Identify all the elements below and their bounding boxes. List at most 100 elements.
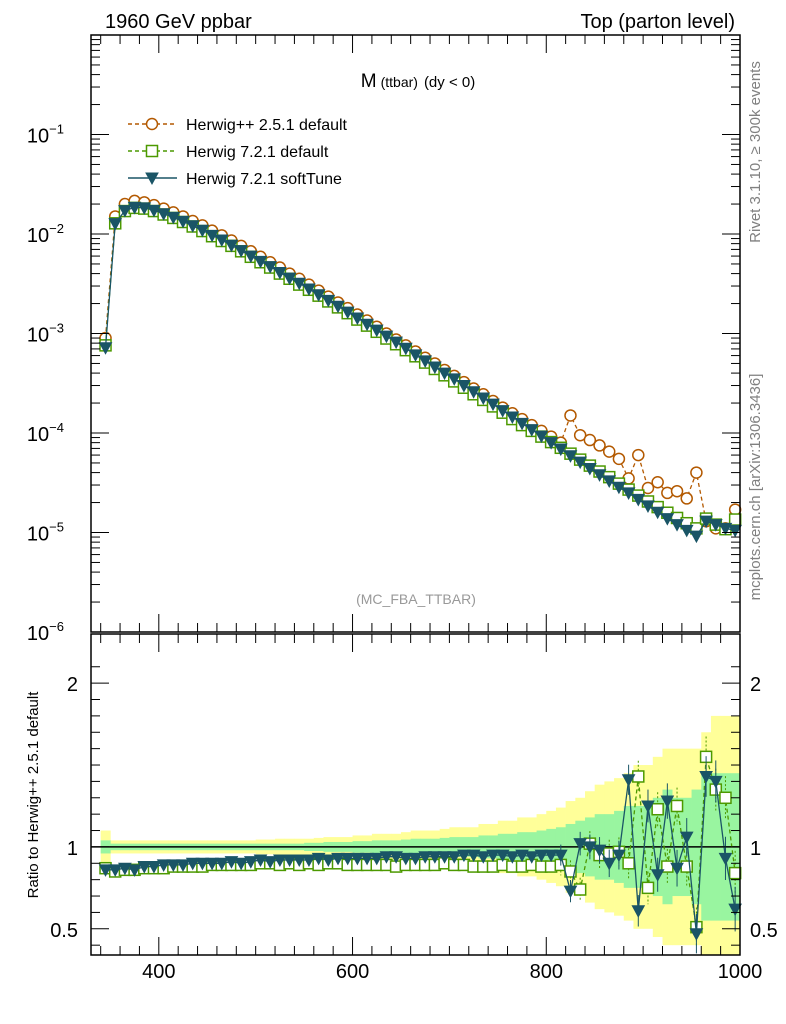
point-h7soft: [166, 211, 181, 225]
point-h7soft: [243, 250, 258, 264]
ratio-point-h7soft: [728, 903, 742, 917]
main-frame: [90, 34, 741, 633]
ratio-point-h7soft: [398, 852, 413, 866]
point-h7soft: [457, 380, 471, 393]
ratio-point-h7soft: [205, 857, 219, 871]
series-line-h7soft: [104, 206, 736, 537]
y-tick-label: 10−5: [27, 520, 64, 546]
point-h7soft: [476, 392, 491, 406]
ratio-point-h7soft: [573, 838, 588, 851]
point-h7soft: [563, 450, 578, 463]
point-h7soft: [224, 239, 239, 253]
ratio-y-tick-label-right: 0.5: [750, 920, 778, 942]
ratio-y-tick-label-right: 1: [750, 838, 761, 860]
ratio-point-h7soft: [418, 851, 433, 864]
point-h7soft: [98, 342, 113, 355]
title-main: M: [361, 71, 377, 92]
ratio-ticks: 2 2 1 1 0.5 0.5 400 600 800 1000: [50, 634, 778, 983]
point-h7soft: [118, 205, 132, 218]
ratio-point-h7soft: [282, 854, 297, 868]
point-herwigpp: [690, 466, 703, 479]
point-h7soft: [524, 424, 539, 437]
point-h7soft: [156, 208, 171, 221]
ratio-point-h7soft: [369, 852, 384, 866]
legend-label: Herwig 7.2.1 softTune: [186, 171, 342, 188]
point-h7soft: [718, 522, 733, 536]
ratio-point-h7soft: [553, 849, 568, 863]
point-h7soft: [515, 417, 529, 431]
ratio-point-h7default: [632, 770, 645, 783]
x-tick-label: 600: [336, 961, 369, 983]
point-h7soft: [602, 475, 617, 488]
ratio-point-h7default: [719, 791, 732, 805]
title-sub: (ttbar): [381, 74, 418, 90]
ratio-point-h7soft: [612, 849, 626, 863]
point-herwigpp: [651, 475, 664, 489]
x-tick-label: 800: [530, 961, 563, 983]
ratio-point-h7soft: [466, 849, 481, 863]
point-h7soft: [447, 373, 462, 386]
ratio-point-h7soft: [331, 852, 345, 866]
ratio-point-h7soft: [224, 856, 239, 869]
legend-label: Herwig 7.2.1 default: [186, 144, 329, 161]
y-tick-label: 10−2: [27, 221, 64, 247]
ratio-point-h7soft: [273, 854, 287, 868]
main-ticks: 10−1 10−2 10−3 10−4 10−5 10−6: [27, 35, 741, 645]
point-h7soft: [583, 462, 597, 476]
ratio-point-h7soft: [699, 770, 713, 784]
point-herwigpp: [641, 481, 655, 495]
ratio-point-h7soft: [592, 844, 607, 858]
ratio-point-h7soft: [214, 857, 229, 871]
ratio-point-h7soft: [534, 849, 549, 863]
point-h7soft: [708, 519, 723, 532]
point-h7soft: [505, 411, 520, 424]
point-h7soft: [650, 506, 665, 520]
process-label: Top (parton level): [580, 11, 735, 33]
ratio-series: [98, 736, 742, 954]
ratio-y-tick-label: 2: [67, 674, 78, 696]
ratio-point-h7soft: [447, 851, 462, 864]
ratio-point-h7default: [641, 881, 655, 895]
point-h7soft: [689, 530, 704, 544]
point-h7soft: [137, 202, 152, 215]
ratio-point-h7soft: [234, 857, 248, 871]
point-herwigpp: [680, 492, 693, 505]
point-h7soft: [631, 493, 646, 507]
point-herwigpp: [564, 409, 577, 422]
ratio-point-h7soft: [127, 864, 142, 877]
point-herwigpp: [583, 433, 597, 447]
point-h7soft: [282, 272, 297, 286]
ratio-point-h7soft: [185, 857, 200, 871]
ratio-point-h7soft: [544, 849, 558, 863]
point-h7soft: [641, 500, 655, 513]
y-tick-label: 10−4: [27, 420, 64, 446]
ratio-point-h7soft: [137, 861, 152, 874]
point-h7soft: [234, 245, 248, 258]
point-herwigpp: [573, 428, 587, 442]
ratio-point-h7soft: [360, 852, 374, 866]
point-h7soft: [544, 437, 558, 450]
legend-label: Herwig++ 2.5.1 default: [186, 117, 348, 134]
ratio-point-h7soft: [457, 849, 471, 863]
ratio-point-h7soft: [524, 851, 539, 864]
point-h7soft: [214, 234, 229, 248]
ratio-point-h7soft: [708, 775, 723, 789]
ratio-point-h7soft: [476, 851, 491, 864]
ratio-point-h7soft: [340, 852, 355, 866]
ratio-y-axis-label: Ratio to Herwig++ 2.5.1 default: [25, 691, 42, 899]
point-h7soft: [534, 430, 549, 444]
ratio-point-h7soft: [437, 851, 452, 864]
point-h7soft: [127, 201, 142, 215]
ratio-point-h7soft: [321, 854, 336, 868]
point-h7soft: [679, 524, 694, 538]
analysis-label: (MC_FBA_TTBAR): [356, 591, 476, 607]
point-h7soft: [699, 515, 713, 529]
ratio-point-h7soft: [679, 831, 694, 845]
ratio-point-h7soft: [389, 851, 403, 864]
legend-marker: [145, 117, 159, 131]
ratio-bands: [100, 715, 741, 955]
point-h7soft: [253, 255, 268, 269]
ratio-point-h7soft: [350, 852, 365, 866]
ratio-point-h7soft: [311, 852, 326, 866]
